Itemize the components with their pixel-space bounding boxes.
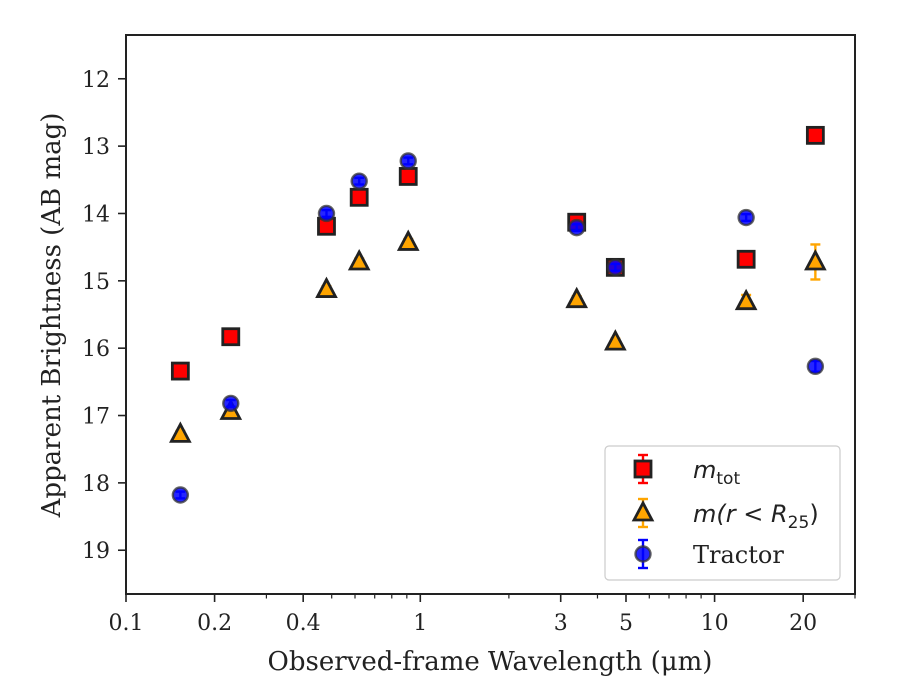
circle-point [737, 208, 755, 227]
square-point [398, 167, 418, 186]
square-point [221, 327, 241, 347]
data-points [169, 125, 827, 504]
legend-box [604, 445, 841, 581]
triangle-point [315, 276, 338, 298]
x-tick-label: 20 [789, 611, 817, 636]
triangle-point [734, 288, 758, 311]
series-square [170, 125, 825, 381]
series-circle [171, 152, 825, 504]
circle-point [806, 357, 825, 376]
triangle-point [604, 329, 627, 351]
square-point [736, 249, 756, 269]
y-tick-label: 17 [82, 405, 110, 430]
y-tick-label: 14 [82, 202, 110, 227]
x-tick-label: 5 [619, 611, 633, 636]
y-tick-label: 19 [82, 539, 110, 564]
circle-point [350, 172, 368, 190]
circle-point [606, 258, 625, 277]
series-triangle [169, 229, 827, 443]
legend: mtot m(r < R25) Tractor [604, 445, 841, 581]
x-tick-label: 0.4 [286, 611, 321, 636]
legend-marker-circle [634, 545, 652, 563]
x-axis-title: Observed-frame Wavelength (μm) [268, 647, 713, 677]
plot-frame [125, 34, 856, 595]
x-tick-label: 1 [413, 611, 427, 636]
legend-label-m-r25: m(r < R25) [693, 500, 819, 533]
circle-point [399, 152, 417, 170]
legend-markers [631, 453, 655, 570]
legend-label-m-tot: mtot [693, 456, 740, 489]
x-tick-label: 10 [701, 611, 729, 636]
y-tick-label: 12 [82, 68, 110, 93]
y-tick-label: 18 [82, 472, 110, 497]
x-tick-label: 3 [554, 611, 568, 636]
triangle-point [396, 229, 420, 251]
square-point [805, 125, 825, 145]
legend-marker-square [633, 459, 653, 479]
circle-point [317, 204, 336, 223]
y-tick-label: 13 [82, 135, 110, 160]
circle-point [222, 394, 240, 413]
square-point [170, 361, 190, 381]
x-tick-label: 0.2 [197, 611, 232, 636]
square-point [349, 187, 369, 207]
legend-label-tractor: Tractor [693, 541, 784, 569]
triangle-point [169, 421, 192, 443]
triangle-point [804, 248, 827, 271]
x-tick-label: 0.1 [109, 611, 144, 636]
circle-point [171, 486, 190, 504]
triangle-point [565, 286, 589, 309]
y-axis-title: Apparent Brightness (AB mag) [37, 113, 67, 519]
y-tick-label: 15 [82, 270, 110, 295]
circle-point [568, 218, 586, 237]
triangle-point [347, 248, 371, 271]
y-tick-label: 16 [82, 337, 110, 362]
legend-marker-triangle [631, 500, 655, 522]
